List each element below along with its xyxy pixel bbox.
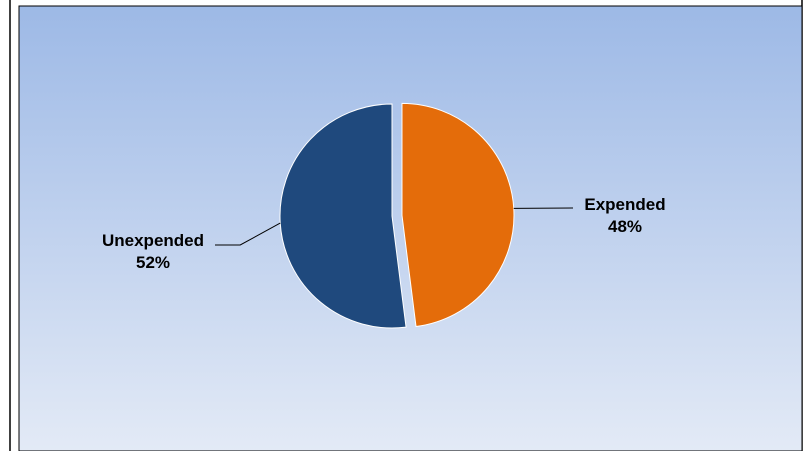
pie-slices — [279, 102, 515, 329]
data-label-expended-percent: 48% — [608, 217, 642, 236]
data-label-unexpended-name: Unexpended — [102, 231, 204, 250]
leader-line-unexpended — [215, 222, 281, 246]
pie-slice-unexpended — [279, 103, 407, 329]
data-label-expended-name: Expended — [584, 195, 665, 214]
pie-slice-expended — [401, 102, 515, 328]
data-label-unexpended-percent: 52% — [136, 253, 170, 272]
